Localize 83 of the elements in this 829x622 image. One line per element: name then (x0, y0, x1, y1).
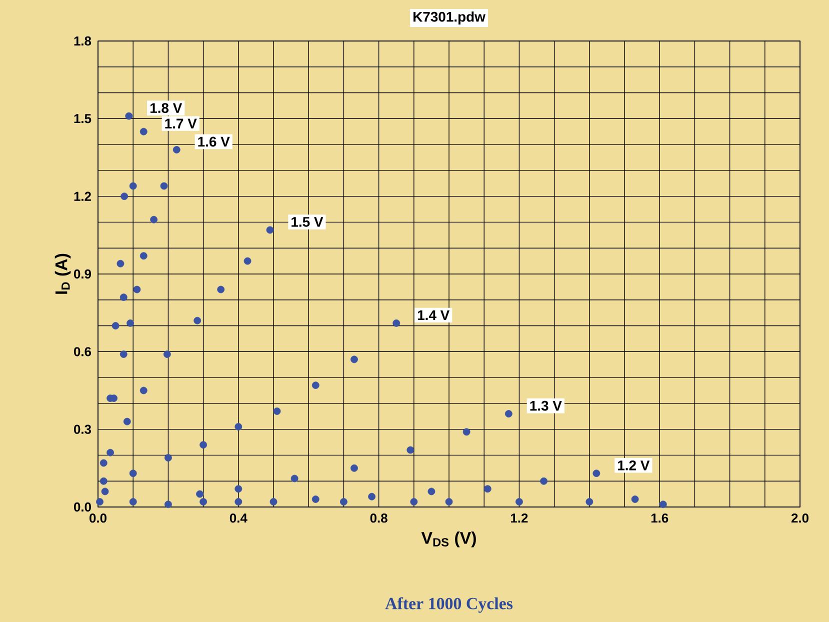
series-label: 1.4 V (418, 310, 450, 320)
point (659, 500, 667, 508)
point (140, 252, 148, 260)
point (273, 407, 281, 415)
point (140, 386, 148, 394)
point (196, 490, 204, 498)
point (234, 498, 242, 506)
point (106, 448, 114, 456)
y-axis-title: I$_{D}$ (A) (54, 254, 71, 294)
point (96, 498, 104, 506)
point (163, 350, 171, 358)
point (120, 350, 128, 358)
chart-title: K7301.pdw (414, 11, 486, 24)
point (194, 316, 202, 324)
point (123, 418, 131, 426)
point (406, 446, 414, 454)
point (462, 428, 470, 436)
point (392, 319, 400, 327)
point (234, 423, 242, 430)
point (368, 492, 376, 500)
x-tick-label: 2.0 (791, 514, 808, 523)
point (428, 488, 436, 496)
point (234, 485, 242, 493)
x-tick-label: 0.8 (370, 514, 388, 523)
point (150, 216, 158, 224)
point (116, 260, 124, 268)
point (160, 182, 168, 190)
point (504, 410, 512, 418)
text: After 1000 Cycles (385, 597, 513, 613)
point (120, 192, 128, 200)
x-tick-label: 1.6 (651, 514, 668, 523)
point (140, 128, 148, 136)
point (410, 498, 418, 506)
series-label: 1.8 V (150, 103, 182, 114)
point (312, 496, 320, 503)
y-tick-label: 1.5 (74, 114, 92, 124)
point (172, 146, 180, 154)
point (540, 477, 548, 485)
point (484, 485, 492, 493)
point (631, 496, 639, 503)
point (129, 182, 137, 190)
series-label: 1.6 V (198, 136, 230, 147)
y-tick-label: 0.0 (74, 502, 91, 512)
y-tick-label: 0.6 (74, 347, 92, 356)
series-label: 1.5 V (292, 217, 324, 227)
x-tick-label: 0.4 (230, 514, 248, 523)
point (516, 498, 523, 506)
point (592, 470, 600, 478)
point (125, 112, 133, 120)
point (200, 441, 208, 449)
x-tick-label: 1.2 (511, 514, 528, 523)
point (350, 356, 358, 364)
point (270, 498, 278, 506)
point (244, 257, 252, 265)
point (101, 488, 109, 496)
point (164, 500, 172, 508)
y-tick-label: 0.3 (74, 424, 92, 434)
point (266, 226, 274, 234)
x-axis-title: V$_{DS}$ (V) (421, 532, 476, 548)
point (340, 498, 348, 506)
point (120, 294, 128, 301)
point (445, 498, 453, 506)
y-tick-label: 1.2 (74, 192, 91, 201)
point (312, 382, 320, 390)
point (164, 454, 172, 462)
point (129, 470, 137, 478)
point (100, 477, 108, 485)
point (100, 459, 108, 467)
point (112, 322, 120, 330)
point (126, 319, 134, 327)
point (217, 286, 225, 294)
point (129, 498, 137, 506)
point (290, 474, 298, 482)
series-label: 1.3 V (530, 400, 562, 411)
series-label: 1.2 V (618, 460, 650, 470)
y-tick-label: 0.9 (74, 269, 92, 279)
point (200, 498, 208, 506)
point (133, 286, 141, 294)
x-tick-label: 0.0 (90, 514, 106, 523)
series-label: 1.7 V (165, 118, 197, 128)
point (586, 498, 594, 506)
y-tick-label: 1.8 (74, 36, 92, 46)
point (350, 464, 358, 472)
